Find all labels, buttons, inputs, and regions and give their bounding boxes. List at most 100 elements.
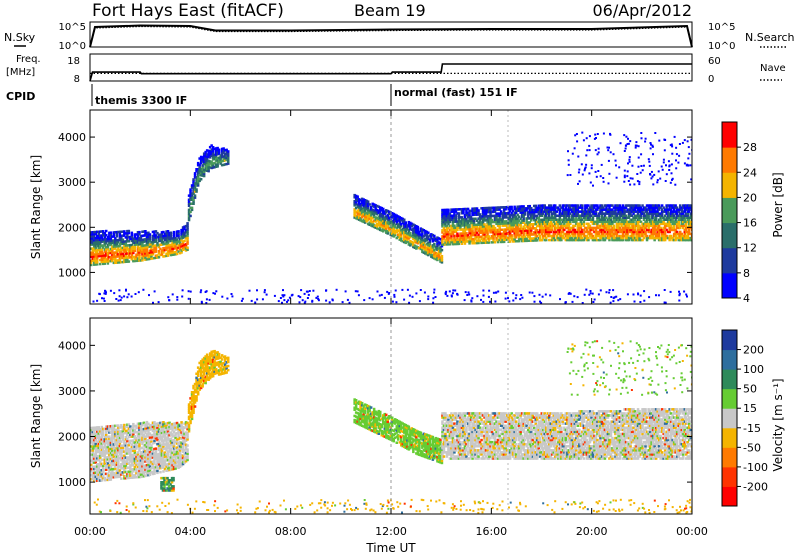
heatmap-cell [159,239,162,242]
heatmap-cell [505,220,509,223]
heatmap-cell [627,228,631,232]
heatmap-cell [91,449,94,452]
heatmap-cell [608,210,611,213]
heatmap-cell [584,236,587,240]
heatmap-cell [189,198,192,201]
heatmap-cell [560,234,563,238]
heatmap-cell [642,212,646,215]
heatmap-cell [108,231,111,235]
heatmap-cell [560,226,563,230]
heatmap-cell [492,237,495,240]
heatmap-cell [648,220,652,224]
heatmap-cell [612,153,615,156]
heatmap-cell [537,216,540,220]
heatmap-cell [626,170,629,173]
heatmap-cell [513,219,516,223]
heatmap-cell [103,256,106,259]
heatmap-cell [117,444,120,448]
heatmap-cell [672,214,676,217]
heatmap-cell [641,169,644,172]
heatmap-cell [124,258,128,261]
heatmap-cell [519,221,522,225]
heatmap-cell [198,171,201,174]
heatmap-cell [368,215,371,218]
heatmap-cell [498,224,501,227]
heatmap-cell [530,239,533,242]
heatmap-cell [523,213,527,216]
heatmap-cell [112,455,116,458]
heatmap-cell [102,258,105,261]
heatmap-cell [147,257,150,261]
heatmap-cell [462,211,465,215]
heatmap-cell [359,213,362,216]
heatmap-cell [555,206,558,209]
heatmap-cell [686,295,688,298]
heatmap-cell [517,219,521,223]
heatmap-cell [442,243,446,246]
heatmap-cell [371,210,374,214]
heatmap-cell [636,238,640,242]
heatmap-cell [439,260,442,263]
heatmap-cell [591,292,594,295]
heatmap-cell [93,232,96,236]
heatmap-cell [683,236,686,240]
heatmap-cell [409,235,412,239]
heatmap-cell [97,252,100,256]
heatmap-cell [111,431,114,434]
heatmap-cell [91,231,94,234]
heatmap-cell [504,224,507,227]
heatmap-cell [121,446,125,449]
heatmap-cell [682,206,685,209]
heatmap-cell [685,236,688,240]
heatmap-cell [635,222,638,226]
heatmap-cell [93,447,96,450]
heatmap-cell [597,234,601,238]
heatmap-cell [641,212,644,215]
heatmap-cell [612,300,615,303]
heatmap-cell [99,234,102,237]
heatmap-cell [564,214,568,217]
heatmap-cell [94,242,97,246]
heatmap-cell [100,468,103,472]
heatmap-cell [527,229,530,232]
heatmap-cell [525,209,528,212]
heatmap-cell [603,208,607,211]
heatmap-cell [450,295,453,298]
heatmap-cell [656,212,659,215]
heatmap-cell [516,227,519,231]
heatmap-cell [609,216,613,219]
heatmap-cell [472,241,476,245]
heatmap-cell [94,240,97,244]
heatmap-cell [597,218,601,221]
heatmap-cell [172,253,176,256]
heatmap-cell [519,205,522,208]
heatmap-cell [623,224,626,228]
heatmap-cell [103,250,106,253]
heatmap-cell [109,449,113,453]
heatmap-cell [133,461,137,465]
heatmap-cell [597,151,600,154]
heatmap-cell [353,200,356,203]
heatmap-cell [498,238,501,242]
heatmap-cell [514,240,518,243]
heatmap-cell [199,178,203,181]
heatmap-cell [398,226,401,229]
heatmap-cell [623,176,626,179]
heatmap-cell [468,219,471,223]
heatmap-cell [585,154,588,157]
heatmap-cell [363,205,367,208]
heatmap-cell [132,464,135,467]
heatmap-cell [580,163,583,166]
heatmap-cell [94,434,97,438]
heatmap-cell [563,236,566,240]
heatmap-cell [401,231,404,235]
heatmap-cell [551,208,554,211]
heatmap-cell [453,240,456,244]
heatmap-cell [132,241,135,245]
heatmap-cell [459,240,462,243]
heatmap-cell [317,299,320,302]
heatmap-cell [114,467,117,471]
heatmap-cell [379,220,382,223]
heatmap-cell [594,222,598,226]
heatmap-cell [662,236,665,240]
